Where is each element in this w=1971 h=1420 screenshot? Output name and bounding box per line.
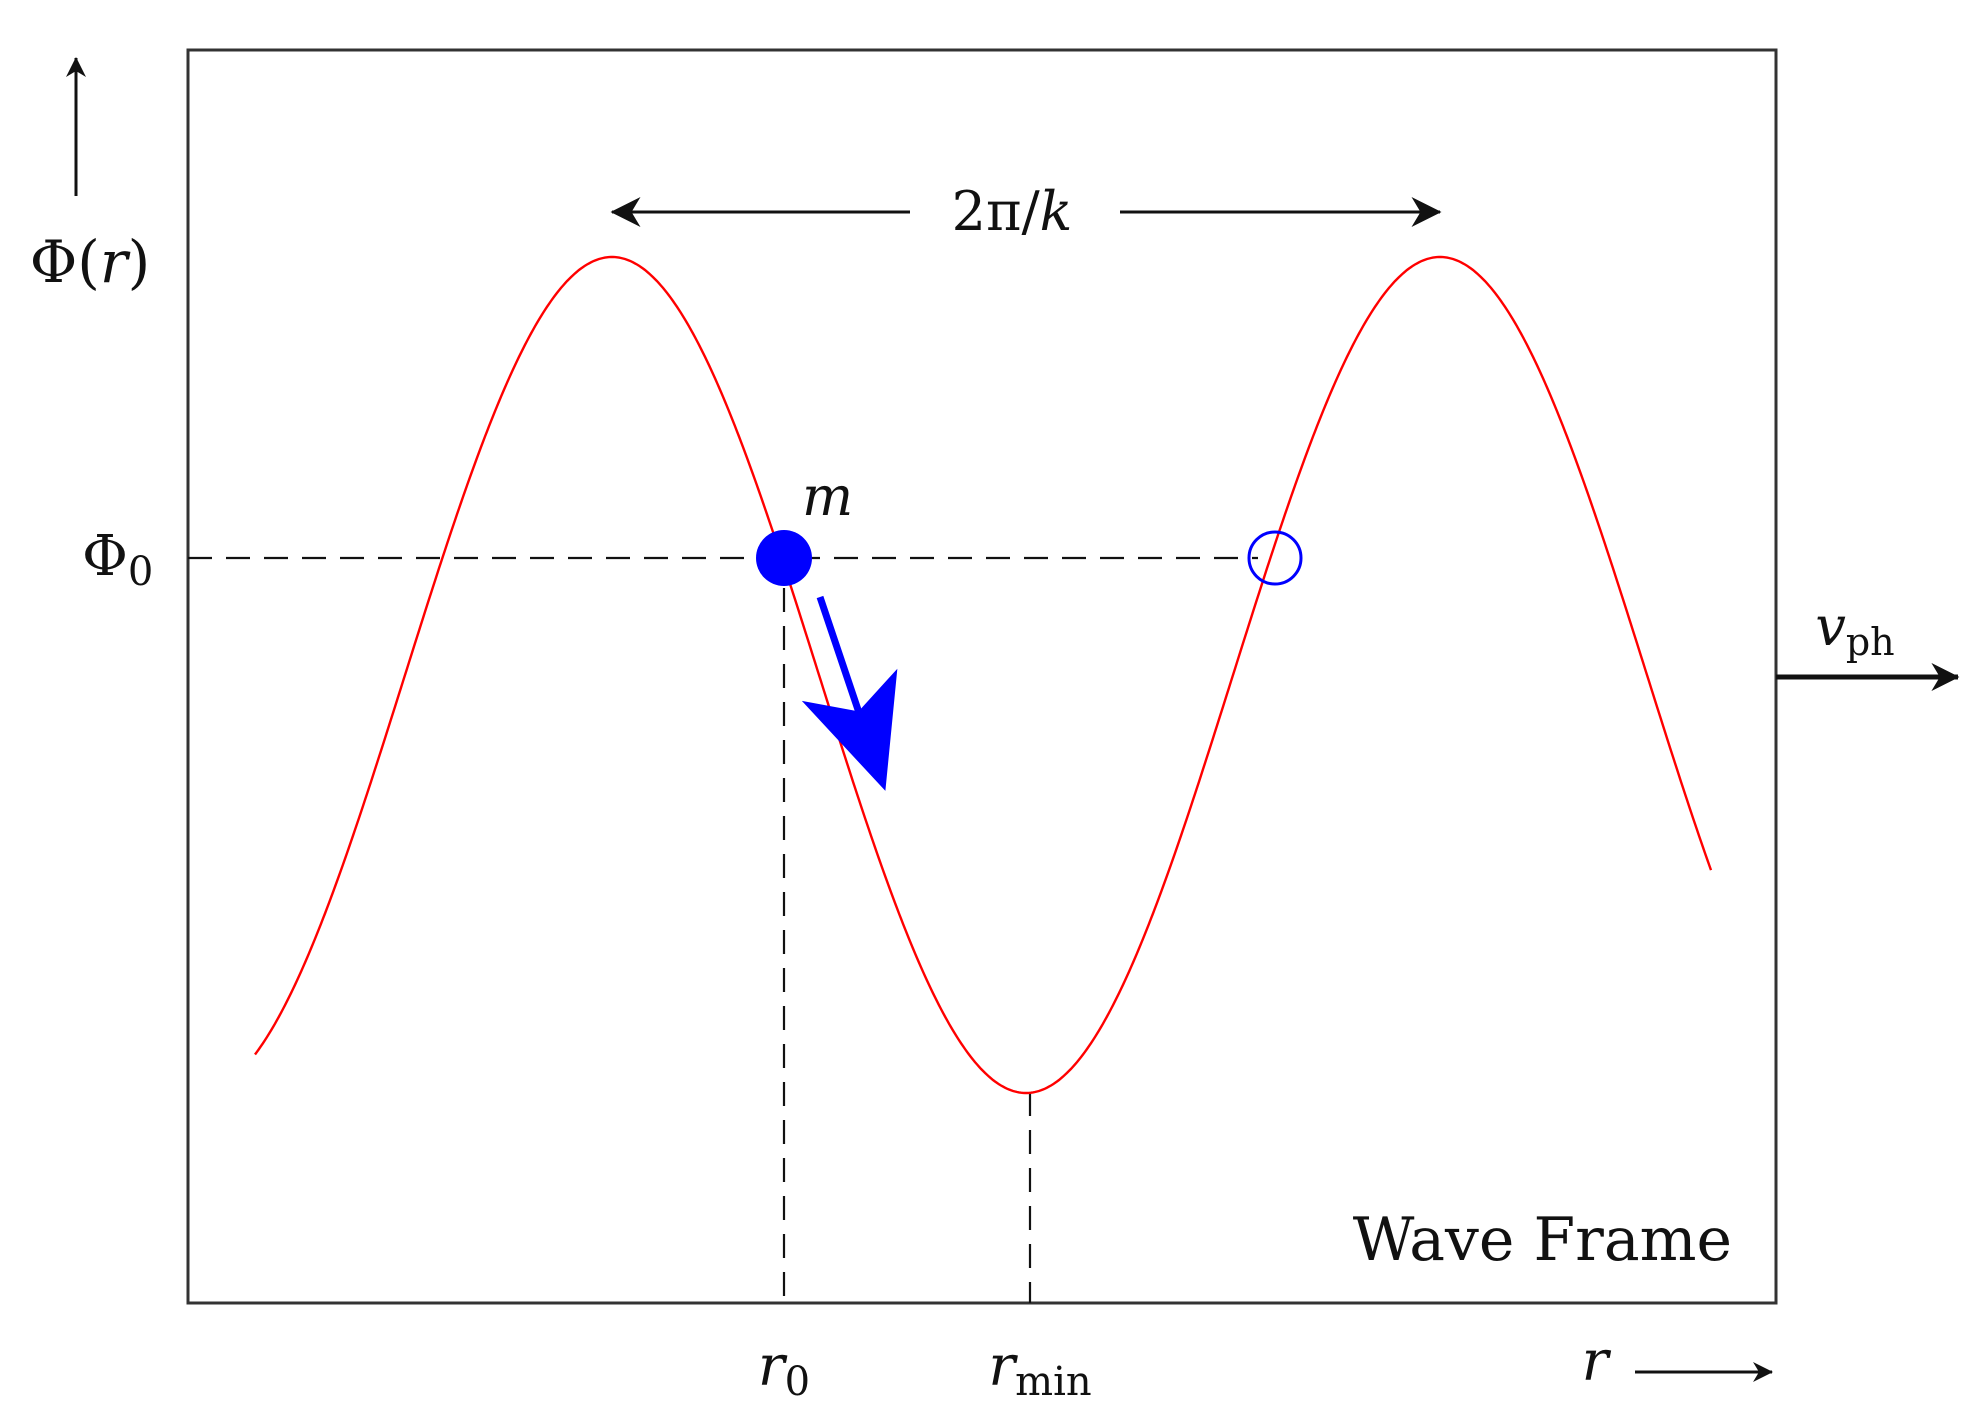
rmin-label: rmin [988, 1334, 1091, 1405]
particle-velocity-arrow [801, 595, 898, 791]
particle-label: m [802, 465, 853, 528]
wavelength-label: 2π/k [952, 180, 1073, 243]
x-axis-label: r [1582, 1329, 1612, 1394]
r0-label: r0 [758, 1334, 810, 1405]
y-axis-label: Φ(r) [30, 228, 151, 296]
particle-marker [756, 530, 812, 586]
turning-point-marker [1247, 530, 1303, 586]
frame-label: Wave Frame [1353, 1205, 1732, 1275]
phase-velocity-label: vph [1815, 595, 1894, 664]
phi0-label: Φ0 [82, 524, 153, 595]
potential-curve [254, 255, 1713, 1095]
